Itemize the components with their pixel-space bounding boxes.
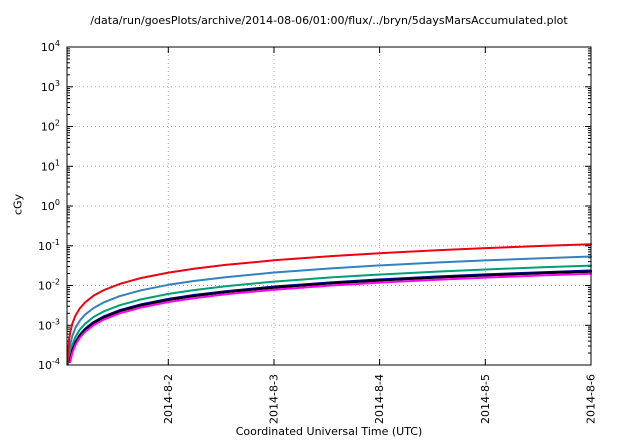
y-tick-label: 103	[41, 79, 60, 94]
y-tick-label: 101	[41, 158, 60, 173]
accumulated-dose-magenta	[69, 272, 592, 363]
y-tick-label: 10-1	[38, 238, 60, 253]
plot-border	[66, 46, 592, 366]
x-tick-label: 2014-8-5	[479, 374, 492, 424]
y-tick-label: 10-3	[38, 317, 60, 332]
x-tick-label: 2014-8-3	[268, 374, 281, 424]
x-axis-label: Coordinated Universal Time (UTC)	[235, 425, 423, 438]
y-tick-label: 10-2	[38, 278, 60, 293]
plot-title: /data/run/goesPlots/archive/2014-08-06/0…	[90, 14, 568, 27]
y-tick-label: 100	[41, 198, 60, 213]
y-tick-label: 104	[41, 39, 60, 54]
x-tick-label: 2014-8-2	[162, 374, 175, 424]
x-tick-label: 2014-8-4	[373, 374, 386, 424]
accumulated-dose-black	[68, 270, 592, 363]
x-tick-label: 2014-8-6	[585, 374, 598, 424]
y-tick-label: 102	[41, 119, 60, 134]
accumulated-dose-teal	[68, 264, 592, 362]
accumulated-dose-red	[66, 243, 592, 365]
y-tick-label: 10-4	[38, 357, 60, 372]
accumulated-dose-blue	[67, 255, 592, 365]
